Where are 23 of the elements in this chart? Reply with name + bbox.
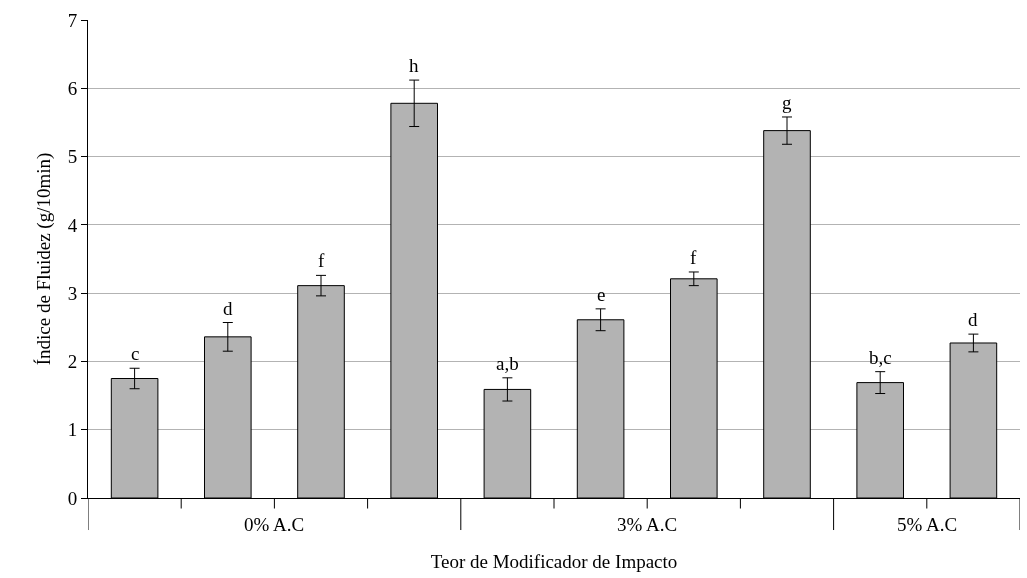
y-tick-label: 5 (67, 146, 78, 168)
y-tick-label: 2 (67, 351, 78, 373)
x-axis-title: Teor de Modificador de Impacto (430, 550, 678, 572)
data-label: h (409, 55, 419, 76)
text: 3% A.C (617, 514, 678, 535)
data-label: d (968, 309, 978, 330)
data-label: c (131, 343, 140, 364)
y-tick-label: 0 (67, 487, 78, 509)
data-label: d (223, 298, 233, 319)
data-label: f (690, 247, 697, 268)
y-tick-label: 6 (67, 77, 78, 99)
data-label: b,c (869, 347, 892, 368)
y-tick-label: 7 (67, 9, 78, 31)
data-label: a,b (496, 353, 519, 374)
y-tick-label: 4 (67, 214, 78, 236)
y-tick-label: 1 (67, 419, 78, 441)
data-label: g (782, 92, 792, 113)
text: 0% A.C (244, 514, 305, 535)
y-axis-title: Índice de Fluidez (g/10min) (32, 152, 55, 366)
data-label: e (597, 284, 606, 305)
y-tick-label: 3 (67, 282, 78, 304)
data-label: f (318, 250, 325, 271)
text: 5% A.C (897, 514, 958, 535)
